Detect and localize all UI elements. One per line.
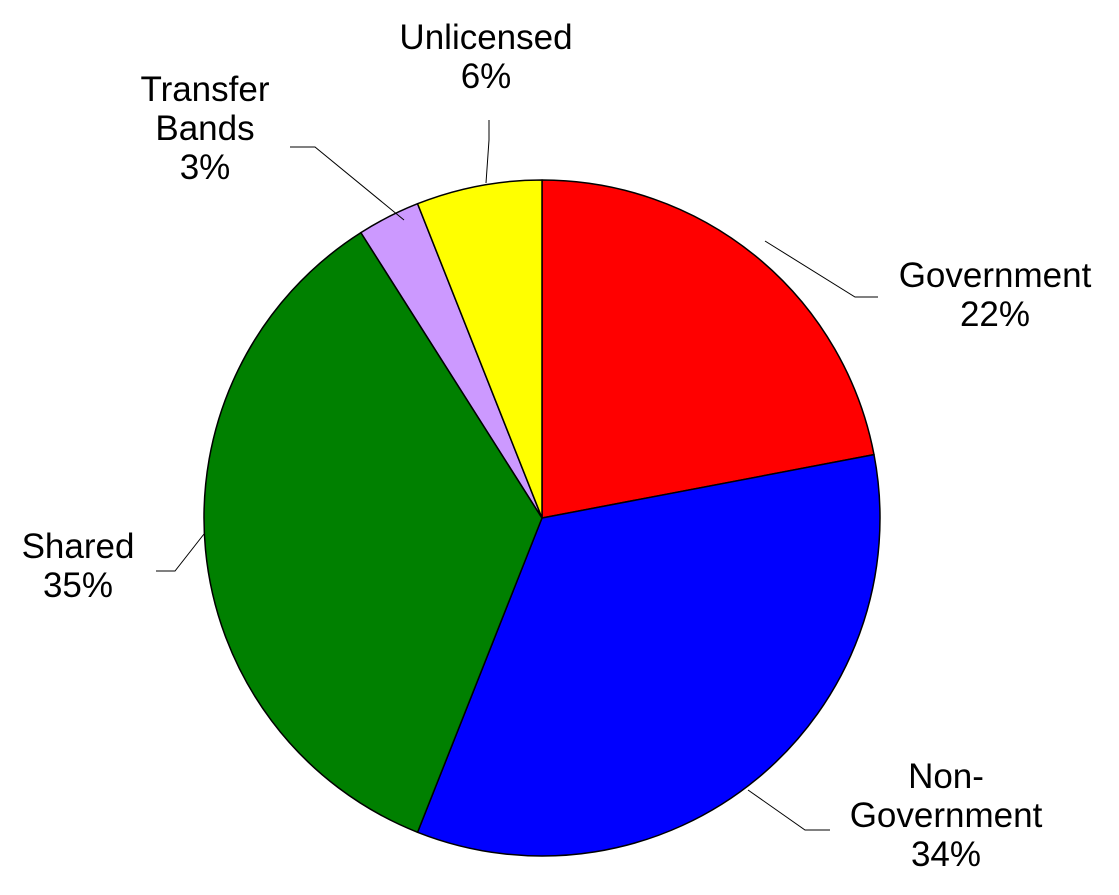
pie-slice-shared — [203, 231, 543, 834]
leader-line-shared — [156, 533, 205, 572]
pie-label-line: 22% — [960, 295, 1030, 334]
pie-label-line: 35% — [43, 566, 113, 605]
pie-label-line: Government — [899, 256, 1092, 295]
pie-label-line: Bands — [155, 109, 254, 148]
leader-lines — [156, 120, 878, 831]
pie-labels: Government 22%Non-Government 34%Shared 35%T… — [22, 18, 1092, 874]
pie-label-unlicensed: Unlicensed 6% — [399, 18, 572, 96]
pie-label-line: Transfer — [140, 70, 269, 109]
pie-slice-unlicensed — [416, 179, 543, 519]
pie-label-line: 34% — [911, 835, 981, 874]
pie-label-line: Government — [850, 796, 1043, 835]
pie-label-line: Non- — [908, 757, 984, 796]
pie-label-line: 6% — [461, 57, 512, 96]
leader-line-unlicensed — [485, 120, 490, 184]
pie-label-line: Shared — [22, 527, 135, 566]
pie-slice-non-government — [416, 453, 881, 857]
pie-slices — [203, 179, 881, 857]
pie-label-transfer-bands: Transfer Bands 3% — [140, 70, 269, 187]
pie-label-shared: Shared 35% — [22, 527, 135, 605]
pie-slice-government — [541, 179, 875, 519]
leader-line-transfer-bands — [290, 146, 405, 221]
pie-label-non-government: Non-Government 34% — [850, 757, 1043, 874]
leader-line-government — [764, 240, 878, 298]
pie-label-line: Unlicensed — [399, 18, 572, 57]
pie-label-government: Government 22% — [899, 256, 1092, 334]
leader-line-non-government — [747, 789, 830, 831]
pie-label-line: 3% — [180, 148, 231, 187]
